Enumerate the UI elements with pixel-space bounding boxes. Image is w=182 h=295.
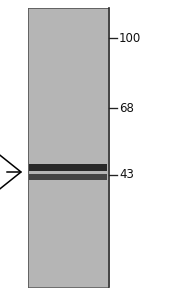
Text: 43: 43 xyxy=(119,168,134,181)
Bar xyxy=(29,174,107,180)
Text: 68: 68 xyxy=(119,101,134,114)
Bar xyxy=(28,8,108,287)
Bar xyxy=(29,163,107,171)
Text: 100: 100 xyxy=(119,32,141,45)
